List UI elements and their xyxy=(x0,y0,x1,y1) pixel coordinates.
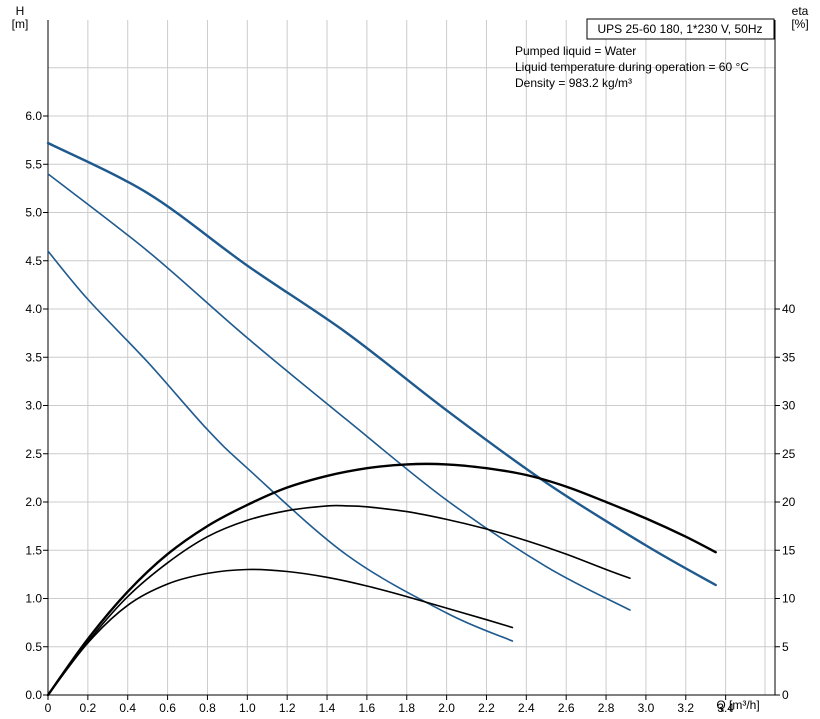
head-curve-1 xyxy=(47,173,631,611)
y-left-label: H xyxy=(16,4,25,18)
y-right-label: eta xyxy=(792,4,809,18)
y-right-tick-label: 40 xyxy=(782,302,796,316)
labels: 0 0.2 0.4 0.6 0.8 1.0 1.2 1.4 1.6 1.8 2.0 2.2 2.4 2.6… xyxy=(12,4,809,715)
y-left-tick-label: 3.5 xyxy=(25,350,42,364)
y-right-tick-label: 25 xyxy=(782,447,796,461)
x-tick-label: 2.8 xyxy=(598,701,615,715)
y-right-tick-label: 20 xyxy=(782,495,796,509)
x-tick-label: 1.4 xyxy=(319,701,336,715)
x-tick-label: 1.8 xyxy=(398,701,415,715)
x-axis-label: Q [m³/h] xyxy=(716,698,759,712)
x-tick-label: 0.2 xyxy=(80,701,97,715)
info-line: Liquid temperature during operation = 60… xyxy=(515,60,749,74)
x-tick-label: 0.4 xyxy=(119,701,136,715)
x-tick-label: 2.2 xyxy=(478,701,495,715)
y-right-tick-label: 5 xyxy=(782,640,789,654)
x-tick-label: 2.4 xyxy=(518,701,535,715)
efficiency-curve-4 xyxy=(47,504,631,696)
x-tick-label: 1.6 xyxy=(359,701,376,715)
chart-title: UPS 25-60 180, 1*230 V, 50Hz xyxy=(597,22,762,36)
x-tick-label: 1.2 xyxy=(279,701,296,715)
y-left-tick-label: 0.0 xyxy=(25,688,42,702)
x-tick-label: 1.0 xyxy=(239,701,256,715)
y-left-unit: [m] xyxy=(12,17,29,31)
efficiency-curve-3 xyxy=(46,462,717,697)
y-left-tick-label: 2.0 xyxy=(25,495,42,509)
y-left-tick-label: 5.5 xyxy=(25,157,42,171)
y-right-tick-label: 35 xyxy=(782,350,796,364)
x-tick-label: 0 xyxy=(45,701,52,715)
info-line: Density = 983.2 kg/m³ xyxy=(515,76,632,90)
y-right-tick-label: 15 xyxy=(782,543,796,557)
y-left-tick-label: 4.5 xyxy=(25,254,42,268)
y-left-tick-label: 0.5 xyxy=(25,640,42,654)
y-right-tick-label: 0 xyxy=(782,688,789,702)
x-tick-label: 2.6 xyxy=(558,701,575,715)
x-tick-label: 0.6 xyxy=(159,701,176,715)
head-curve-0 xyxy=(46,141,717,587)
curves xyxy=(46,141,717,697)
title-box xyxy=(586,18,775,40)
y-right-tick-label: 10 xyxy=(782,592,796,606)
y-left-tick-label: 4.0 xyxy=(25,302,42,316)
axes xyxy=(43,20,780,700)
y-left-tick-label: 2.5 xyxy=(25,447,42,461)
x-tick-label: 0.8 xyxy=(199,701,216,715)
y-left-tick-label: 5.0 xyxy=(25,206,42,220)
info-line: Pumped liquid = Water xyxy=(515,44,636,58)
y-left-tick-label: 6.0 xyxy=(25,109,42,123)
y-left-tick-label: 1.0 xyxy=(25,592,42,606)
x-tick-label: 3.2 xyxy=(677,701,694,715)
x-tick-label: 2.0 xyxy=(438,701,455,715)
head-curve-2 xyxy=(47,250,514,642)
x-tick-label: 3.4 xyxy=(717,701,734,715)
y-left-tick-label: 1.5 xyxy=(25,543,42,557)
x-tick-label: 3.0 xyxy=(638,701,655,715)
grid-lines xyxy=(48,20,775,695)
y-left-tick-label: 3.0 xyxy=(25,399,42,413)
y-right-unit: [%] xyxy=(791,17,808,31)
y-right-tick-label: 30 xyxy=(782,399,796,413)
efficiency-curve-5 xyxy=(47,568,514,696)
